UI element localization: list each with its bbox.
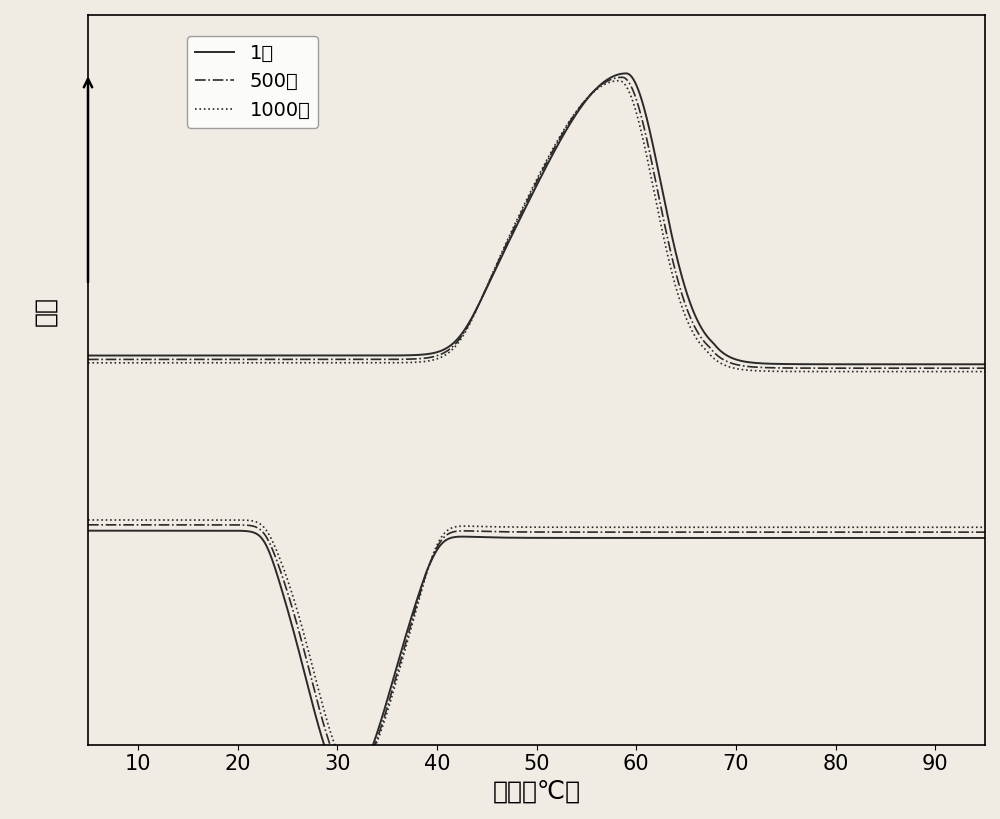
1次: [865, 360, 877, 369]
1000次: [82, 358, 94, 368]
1次: [426, 348, 438, 358]
1000次: [465, 317, 477, 327]
Line: 1次: 1次: [88, 74, 985, 364]
Legend: 1次, 500次, 1000次: 1次, 500次, 1000次: [187, 36, 318, 128]
1次: [962, 360, 974, 369]
500次: [465, 315, 477, 325]
1000次: [238, 358, 250, 368]
500次: [865, 364, 877, 373]
1次: [620, 69, 632, 79]
1000次: [426, 355, 438, 365]
500次: [979, 364, 991, 373]
Text: 放热: 放热: [33, 296, 57, 326]
500次: [962, 364, 974, 373]
1000次: [979, 367, 991, 377]
1次: [465, 314, 477, 324]
500次: [426, 352, 438, 362]
Line: 500次: 500次: [88, 77, 985, 369]
500次: [616, 72, 628, 82]
500次: [82, 355, 94, 364]
1次: [184, 351, 196, 360]
1次: [979, 360, 991, 369]
1000次: [184, 358, 196, 368]
1000次: [962, 367, 974, 377]
X-axis label: 温度（℃）: 温度（℃）: [492, 780, 581, 804]
Line: 1000次: 1000次: [88, 81, 985, 372]
1次: [238, 351, 250, 360]
1000次: [613, 76, 625, 86]
500次: [238, 355, 250, 364]
1000次: [865, 367, 877, 377]
1次: [82, 351, 94, 360]
500次: [184, 355, 196, 364]
